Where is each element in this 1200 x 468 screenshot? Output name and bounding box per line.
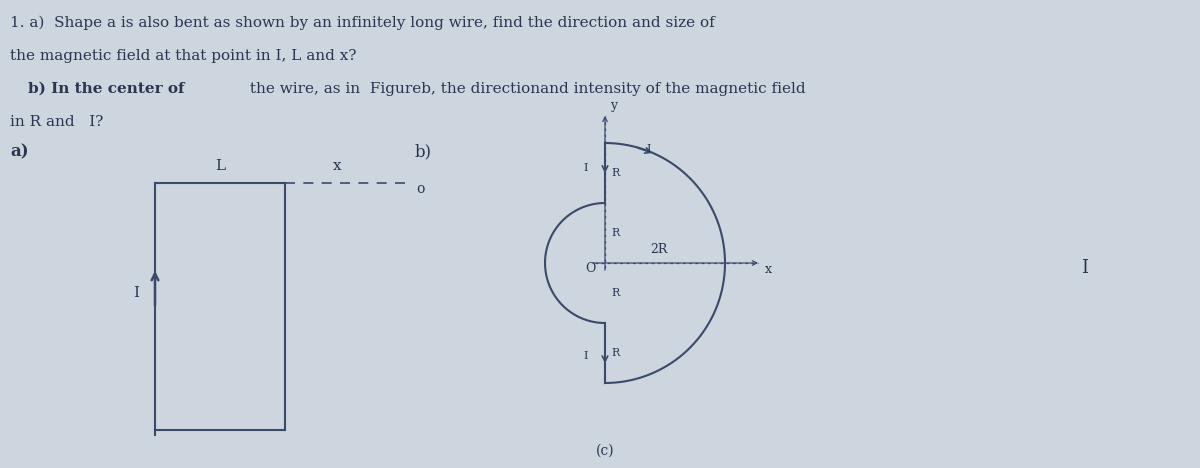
Text: R: R [611, 288, 619, 298]
Text: O: O [586, 262, 595, 275]
Text: I: I [583, 351, 588, 361]
Text: R: R [611, 228, 619, 238]
Text: a): a) [10, 143, 29, 160]
Text: in R and   I?: in R and I? [10, 115, 103, 129]
Text: L: L [215, 159, 226, 173]
Text: I: I [583, 163, 588, 173]
Text: I: I [1081, 259, 1088, 277]
Text: o: o [416, 182, 425, 196]
Text: R: R [611, 348, 619, 358]
Text: the wire, as in  Figureb, the directionand intensity of the magnetic field: the wire, as in Figureb, the directionan… [245, 82, 805, 96]
Text: b) In the center of: b) In the center of [28, 82, 185, 96]
Text: I: I [647, 144, 652, 154]
Text: b): b) [415, 143, 432, 160]
Text: (c): (c) [595, 444, 614, 458]
Text: x: x [766, 263, 772, 276]
Text: I: I [133, 286, 139, 300]
Text: y: y [610, 99, 617, 112]
Text: 2R: 2R [650, 243, 667, 256]
Text: x: x [334, 159, 342, 173]
Text: R: R [611, 168, 619, 178]
Text: 1. a)  Shape a is also bent as shown by an infinitely long wire, find the direct: 1. a) Shape a is also bent as shown by a… [10, 16, 715, 30]
Text: the magnetic field at that point in I, L and x?: the magnetic field at that point in I, L… [10, 49, 356, 63]
